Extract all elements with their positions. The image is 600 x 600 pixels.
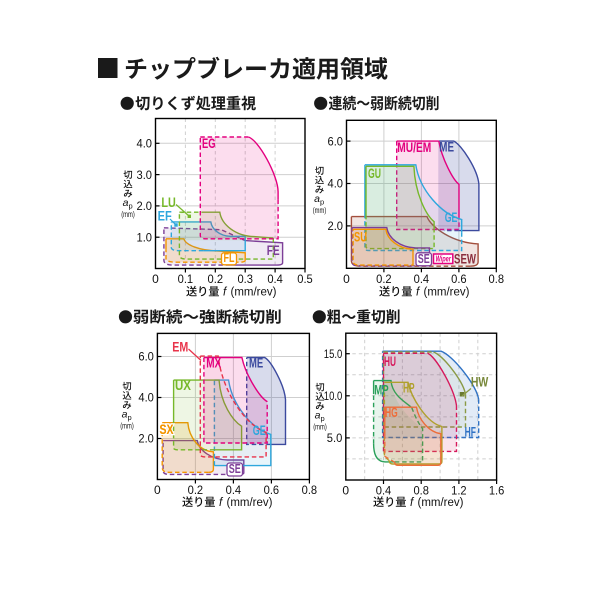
svg-text:HF: HF — [465, 425, 476, 440]
svg-text:HW: HW — [471, 375, 489, 390]
svg-text:p: p — [321, 414, 325, 423]
svg-text:(mm/rev): (mm/rev) — [231, 287, 277, 299]
svg-text:5.0: 5.0 — [327, 431, 343, 445]
svg-text:MU/EM: MU/EM — [397, 140, 431, 155]
svg-text:EF: EF — [158, 209, 172, 224]
svg-text:0.2: 0.2 — [208, 272, 224, 286]
svg-text:0: 0 — [342, 484, 349, 498]
svg-text:a: a — [123, 197, 129, 209]
svg-text:f: f — [410, 497, 415, 509]
svg-text:4.0: 4.0 — [137, 137, 153, 151]
svg-text:HU: HU — [384, 354, 396, 369]
svg-text:ME: ME — [249, 356, 263, 371]
svg-text:FE: FE — [267, 243, 280, 258]
svg-text:15.0: 15.0 — [324, 347, 343, 361]
svg-text:MP: MP — [374, 383, 388, 398]
svg-text:HG: HG — [385, 405, 398, 420]
svg-text:p: p — [128, 413, 132, 422]
svg-text:0.6: 0.6 — [264, 483, 280, 497]
svg-text:a: a — [314, 193, 320, 205]
svg-text:4.0: 4.0 — [328, 177, 344, 191]
svg-text:f: f — [219, 497, 224, 509]
svg-text:UX: UX — [175, 378, 191, 393]
svg-text:0.4: 0.4 — [414, 272, 430, 286]
svg-text:4.0: 4.0 — [138, 391, 154, 405]
svg-text:Wiper: Wiper — [435, 255, 451, 264]
svg-text:SX: SX — [160, 422, 174, 437]
svg-text:0.4: 0.4 — [376, 484, 392, 498]
svg-text:0.4: 0.4 — [226, 483, 242, 497]
svg-text:ME: ME — [439, 140, 454, 155]
svg-text:10.0: 10.0 — [324, 389, 343, 403]
svg-text:0.3: 0.3 — [237, 272, 253, 286]
svg-text:LU: LU — [161, 195, 175, 210]
svg-text:(mm/rev): (mm/rev) — [227, 497, 273, 509]
svg-text:6.0: 6.0 — [138, 350, 154, 364]
svg-text:0.4: 0.4 — [267, 272, 283, 286]
svg-text:0: 0 — [152, 272, 159, 286]
svg-text:SU: SU — [354, 230, 367, 245]
svg-text:EG: EG — [202, 136, 216, 151]
svg-text:1.6: 1.6 — [489, 484, 505, 498]
svg-text:0.8: 0.8 — [489, 272, 505, 286]
svg-text:GE: GE — [445, 210, 458, 225]
svg-text:f: f — [416, 287, 421, 299]
svg-text:GU: GU — [368, 166, 381, 181]
svg-text:0.5: 0.5 — [297, 272, 313, 286]
svg-text:2.0: 2.0 — [328, 219, 344, 233]
svg-text:2.0: 2.0 — [138, 432, 154, 446]
svg-text:SEW: SEW — [454, 251, 476, 266]
svg-text:a: a — [315, 410, 321, 422]
svg-text:(mm): (mm) — [121, 209, 135, 219]
svg-text:SE: SE — [229, 462, 241, 476]
svg-text:3.0: 3.0 — [137, 168, 153, 182]
svg-text:0.6: 0.6 — [451, 272, 467, 286]
svg-text:0: 0 — [154, 483, 161, 497]
svg-text:GE: GE — [253, 423, 266, 438]
svg-text:0.1: 0.1 — [178, 272, 194, 286]
svg-text:2.0: 2.0 — [137, 199, 153, 213]
svg-text:0: 0 — [343, 272, 350, 286]
svg-text:0.8: 0.8 — [413, 484, 429, 498]
svg-text:0.2: 0.2 — [376, 272, 392, 286]
svg-text:1.2: 1.2 — [451, 484, 467, 498]
svg-text:6.0: 6.0 — [328, 134, 344, 148]
svg-text:(mm): (mm) — [120, 421, 134, 431]
svg-text:MX: MX — [206, 356, 221, 371]
svg-text:EM: EM — [172, 339, 188, 354]
svg-text:SX: SX — [160, 422, 174, 437]
svg-text:a: a — [122, 409, 128, 421]
svg-text:0.8: 0.8 — [302, 483, 318, 497]
svg-text:HP: HP — [403, 381, 415, 396]
svg-text:SE: SE — [418, 252, 430, 266]
svg-text:0.2: 0.2 — [188, 483, 204, 497]
svg-text:1.0: 1.0 — [137, 230, 153, 244]
svg-text:(mm/rev): (mm/rev) — [418, 497, 464, 509]
svg-text:p: p — [320, 198, 324, 207]
svg-text:(mm/rev): (mm/rev) — [424, 287, 470, 299]
svg-text:(mm): (mm) — [313, 422, 327, 432]
svg-text:p: p — [129, 202, 133, 211]
svg-text:FL: FL — [224, 251, 235, 265]
svg-text:(mm): (mm) — [313, 205, 327, 215]
svg-text:f: f — [223, 287, 228, 299]
